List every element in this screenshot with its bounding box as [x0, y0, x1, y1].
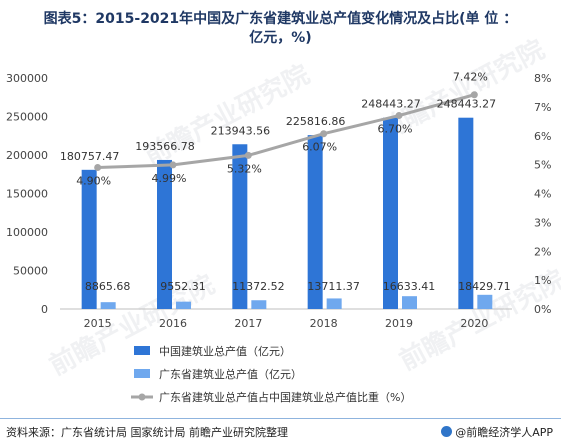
- chart-svg: 0 50000 100000 150000 200000 250000 300000 0% 1%…: [6, 71, 551, 404]
- line-share-point: [395, 112, 403, 120]
- bar-national: [232, 144, 248, 309]
- y-right-tick-label: 1%: [534, 274, 551, 287]
- x-tick-label: 2019: [385, 317, 413, 330]
- data-label-guangdong: 9552.31: [160, 280, 206, 293]
- y-left-tick-label: 50000: [13, 265, 48, 278]
- bar-national: [307, 135, 323, 309]
- chart-title: 图表5：2015-2021年中国及广东省建筑业总产值变化情况及占比(单 位 ： …: [0, 10, 561, 48]
- y-right-tick-label: 2%: [534, 245, 551, 258]
- y-right-tick-label: 4%: [534, 188, 551, 201]
- bar-national: [383, 117, 398, 309]
- bar-national: [81, 169, 97, 309]
- x-tick-label: 2020: [460, 317, 488, 330]
- data-label-guangdong: 18429.71: [458, 280, 511, 293]
- chart-title-line1: 图表5：2015-2021年中国及广东省建筑业总产值变化情况及占比(单 位 ：: [43, 11, 518, 27]
- bar-guangdong: [100, 302, 116, 309]
- data-label-share: 7.42%: [453, 71, 488, 84]
- chart-title-line2: 亿元，%): [249, 30, 312, 46]
- data-label-share: 5.32%: [227, 162, 262, 175]
- legend-label: 广东省建筑业总产值（亿元）: [159, 367, 302, 381]
- line-share-point: [244, 151, 252, 159]
- bar-guangdong: [477, 294, 493, 309]
- y-right-tick-label: 5%: [534, 159, 551, 172]
- y-left-tick-label: 250000: [6, 111, 48, 124]
- data-label-share: 6.70%: [378, 123, 413, 136]
- data-label-guangdong: 13711.37: [307, 280, 360, 293]
- x-tick-label: 2016: [159, 317, 187, 330]
- line-share-point: [169, 161, 177, 169]
- line-share-point: [320, 130, 328, 138]
- y-left-tick-label: 100000: [6, 226, 48, 239]
- data-label-guangdong: 11372.52: [232, 280, 285, 293]
- legend-label: 广东省建筑业总产值占中国建筑业总产值比重（%）: [159, 390, 411, 404]
- y-left-tick-label: 0: [41, 303, 48, 316]
- legend-swatch: [134, 346, 150, 355]
- legend-swatch: [134, 369, 150, 378]
- legend-line-marker: [138, 393, 146, 401]
- data-label-guangdong: 16633.41: [383, 280, 436, 293]
- y-right-tick-label: 0%: [534, 303, 551, 316]
- y-right-tick-label: 7%: [534, 101, 551, 114]
- y-left-tick-label: 300000: [6, 72, 48, 85]
- x-tick-label: 2017: [234, 317, 262, 330]
- y-left-tick-label: 200000: [6, 149, 48, 162]
- bar-guangdong: [402, 296, 417, 309]
- y-right-tick-label: 6%: [534, 130, 551, 143]
- line-share: [97, 93, 475, 170]
- data-label-share: 4.90%: [76, 175, 111, 188]
- brand-credit: @前瞻经济学人APP: [441, 424, 553, 440]
- data-label-national: 193566.78: [135, 140, 195, 153]
- data-label-national: 180757.47: [60, 150, 120, 163]
- data-label-national: 248443.27: [437, 98, 497, 111]
- data-label-share: 6.07%: [302, 141, 337, 154]
- footer: 资料来源：广东省统计局 国家统计局 前瞻产业研究院整理 @前瞻经济学人APP: [0, 418, 561, 441]
- legend-label: 中国建筑业总产值（亿元）: [159, 344, 291, 358]
- x-tick-label: 2015: [84, 317, 112, 330]
- data-label-guangdong: 8865.68: [85, 280, 131, 293]
- data-label-national: 225816.86: [286, 115, 346, 128]
- y-right-tick-label: 3%: [534, 216, 551, 229]
- data-label-share: 4.99%: [152, 172, 187, 185]
- line-share-point: [470, 91, 478, 99]
- brand-credit-text: @前瞻经济学人APP: [455, 426, 553, 439]
- data-label-national: 248443.27: [361, 98, 421, 111]
- x-tick-label: 2018: [310, 317, 338, 330]
- bar-guangdong: [251, 300, 267, 309]
- y-right-tick-label: 8%: [534, 72, 551, 85]
- y-left-tick-label: 150000: [6, 188, 48, 201]
- data-label-national: 213943.56: [211, 124, 271, 137]
- bar-guangdong: [176, 301, 191, 309]
- bar-national: [458, 117, 474, 309]
- bar-national: [157, 159, 172, 309]
- line-share-point: [94, 164, 102, 172]
- brand-logo-icon: [441, 426, 453, 437]
- source-note: 资料来源：广东省统计局 国家统计局 前瞻产业研究院整理: [6, 426, 288, 439]
- bar-guangdong: [326, 298, 342, 309]
